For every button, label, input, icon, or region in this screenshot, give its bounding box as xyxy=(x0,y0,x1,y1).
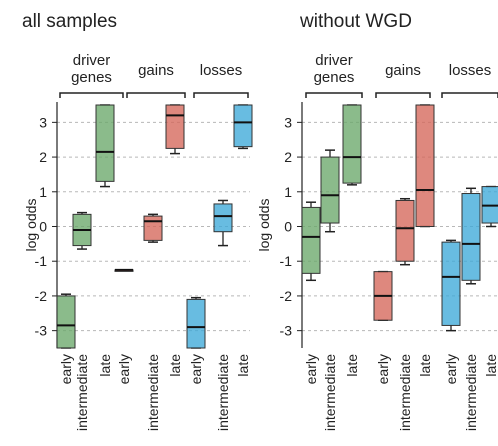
box-body xyxy=(233,104,253,148)
box-intermediate xyxy=(72,211,92,250)
box-late xyxy=(481,185,498,228)
y-axis-label: log odds xyxy=(256,199,272,252)
box-body xyxy=(165,104,185,149)
box-body xyxy=(395,199,415,262)
y-tick-label: 2 xyxy=(284,149,292,165)
box-late xyxy=(165,104,185,155)
category-label: intermediate xyxy=(145,354,161,431)
y-tick-label: -1 xyxy=(280,253,293,269)
y-tick-label: 0 xyxy=(284,219,292,235)
box-late xyxy=(415,104,435,228)
group-label: driver xyxy=(73,52,111,69)
box-early xyxy=(301,201,321,282)
y-tick-label: 2 xyxy=(39,149,47,165)
group-bracket xyxy=(59,92,124,98)
box-early xyxy=(373,270,393,321)
box-intermediate xyxy=(395,197,415,266)
box-body xyxy=(461,193,481,281)
box-body xyxy=(415,104,435,227)
category-labels: early intermediate late early intermediate la… xyxy=(58,354,251,431)
category-label: late xyxy=(417,354,433,377)
y-tick-label: 1 xyxy=(284,184,292,200)
box-body xyxy=(301,206,321,274)
category-label: early xyxy=(188,354,204,384)
group-bracket xyxy=(193,92,249,98)
box-body xyxy=(342,104,362,184)
y-axis xyxy=(52,102,58,348)
panel-title: all samples xyxy=(22,11,117,32)
category-label: intermediate xyxy=(215,354,231,431)
box-late xyxy=(342,104,362,186)
y-tick-labels: 3 2 1 0 -1 -2 -3 xyxy=(280,114,293,338)
group-label: gains xyxy=(385,62,421,79)
panel-title: without WGD xyxy=(299,11,412,32)
category-label: intermediate xyxy=(322,354,338,431)
box-intermediate xyxy=(461,187,481,285)
group-bracket xyxy=(441,92,498,98)
y-tick-labels: 3 2 1 0 -1 -2 -3 xyxy=(35,114,48,338)
box-late xyxy=(95,104,115,188)
box-body xyxy=(320,156,340,224)
group-label: losses xyxy=(449,62,492,79)
y-tick-label: -3 xyxy=(35,323,48,339)
category-label: late xyxy=(235,354,251,377)
box-intermediate xyxy=(320,149,340,233)
box-early xyxy=(114,268,134,272)
group-bracket xyxy=(305,92,363,98)
group-label: losses xyxy=(200,62,243,79)
group-bracket xyxy=(375,92,431,98)
category-label: intermediate xyxy=(397,354,413,431)
y-axis-label: log odds xyxy=(23,199,39,252)
category-label: late xyxy=(97,354,113,377)
box-body xyxy=(213,203,233,233)
category-label: early xyxy=(303,354,319,384)
box-intermediate xyxy=(143,213,163,243)
group-label: genes xyxy=(71,69,112,86)
box-body xyxy=(186,298,206,349)
group-bracket xyxy=(126,92,186,98)
y-tick-label: -1 xyxy=(35,253,48,269)
category-labels: early intermediate late early intermediate la… xyxy=(303,354,498,431)
category-label: late xyxy=(344,354,360,377)
category-label: late xyxy=(167,354,183,377)
category-label: early xyxy=(443,354,459,384)
y-tick-label: 0 xyxy=(39,219,47,235)
y-tick-label: 1 xyxy=(39,184,47,200)
group-gains: gains xyxy=(373,62,435,321)
y-tick-label: -3 xyxy=(280,323,293,339)
y-tick-label: 3 xyxy=(39,114,47,130)
box-body xyxy=(95,104,115,182)
group-gains: gains xyxy=(114,62,186,272)
category-label: early xyxy=(375,354,391,384)
y-tick-label: -2 xyxy=(280,288,293,304)
panel-without-wgd: without WGD log odds 3 2 1 0 -1 -2 -3 driverge… xyxy=(256,11,498,431)
group-losses: losses xyxy=(441,62,498,332)
category-label: early xyxy=(58,354,74,384)
category-label: late xyxy=(483,354,498,377)
box-body xyxy=(56,295,76,349)
box-body xyxy=(143,215,163,241)
box-late xyxy=(233,104,253,150)
group-losses: losses xyxy=(186,62,253,349)
group-label: gains xyxy=(138,62,174,79)
y-tick-label: 3 xyxy=(284,114,292,130)
box-body xyxy=(441,241,461,326)
box-intermediate xyxy=(213,199,233,247)
box-early xyxy=(186,296,206,349)
category-label: early xyxy=(116,354,132,384)
group-label: genes xyxy=(314,69,355,86)
y-axis xyxy=(297,102,303,348)
panel-all-samples: all samples log odds 3 2 1 0 -1 -2 -3 driverge… xyxy=(22,11,253,431)
box-early xyxy=(441,239,461,332)
y-tick-label: -2 xyxy=(35,288,48,304)
box-early xyxy=(56,293,76,349)
group-label: driver xyxy=(315,52,353,69)
category-label: intermediate xyxy=(463,354,479,431)
category-label: intermediate xyxy=(74,354,90,431)
